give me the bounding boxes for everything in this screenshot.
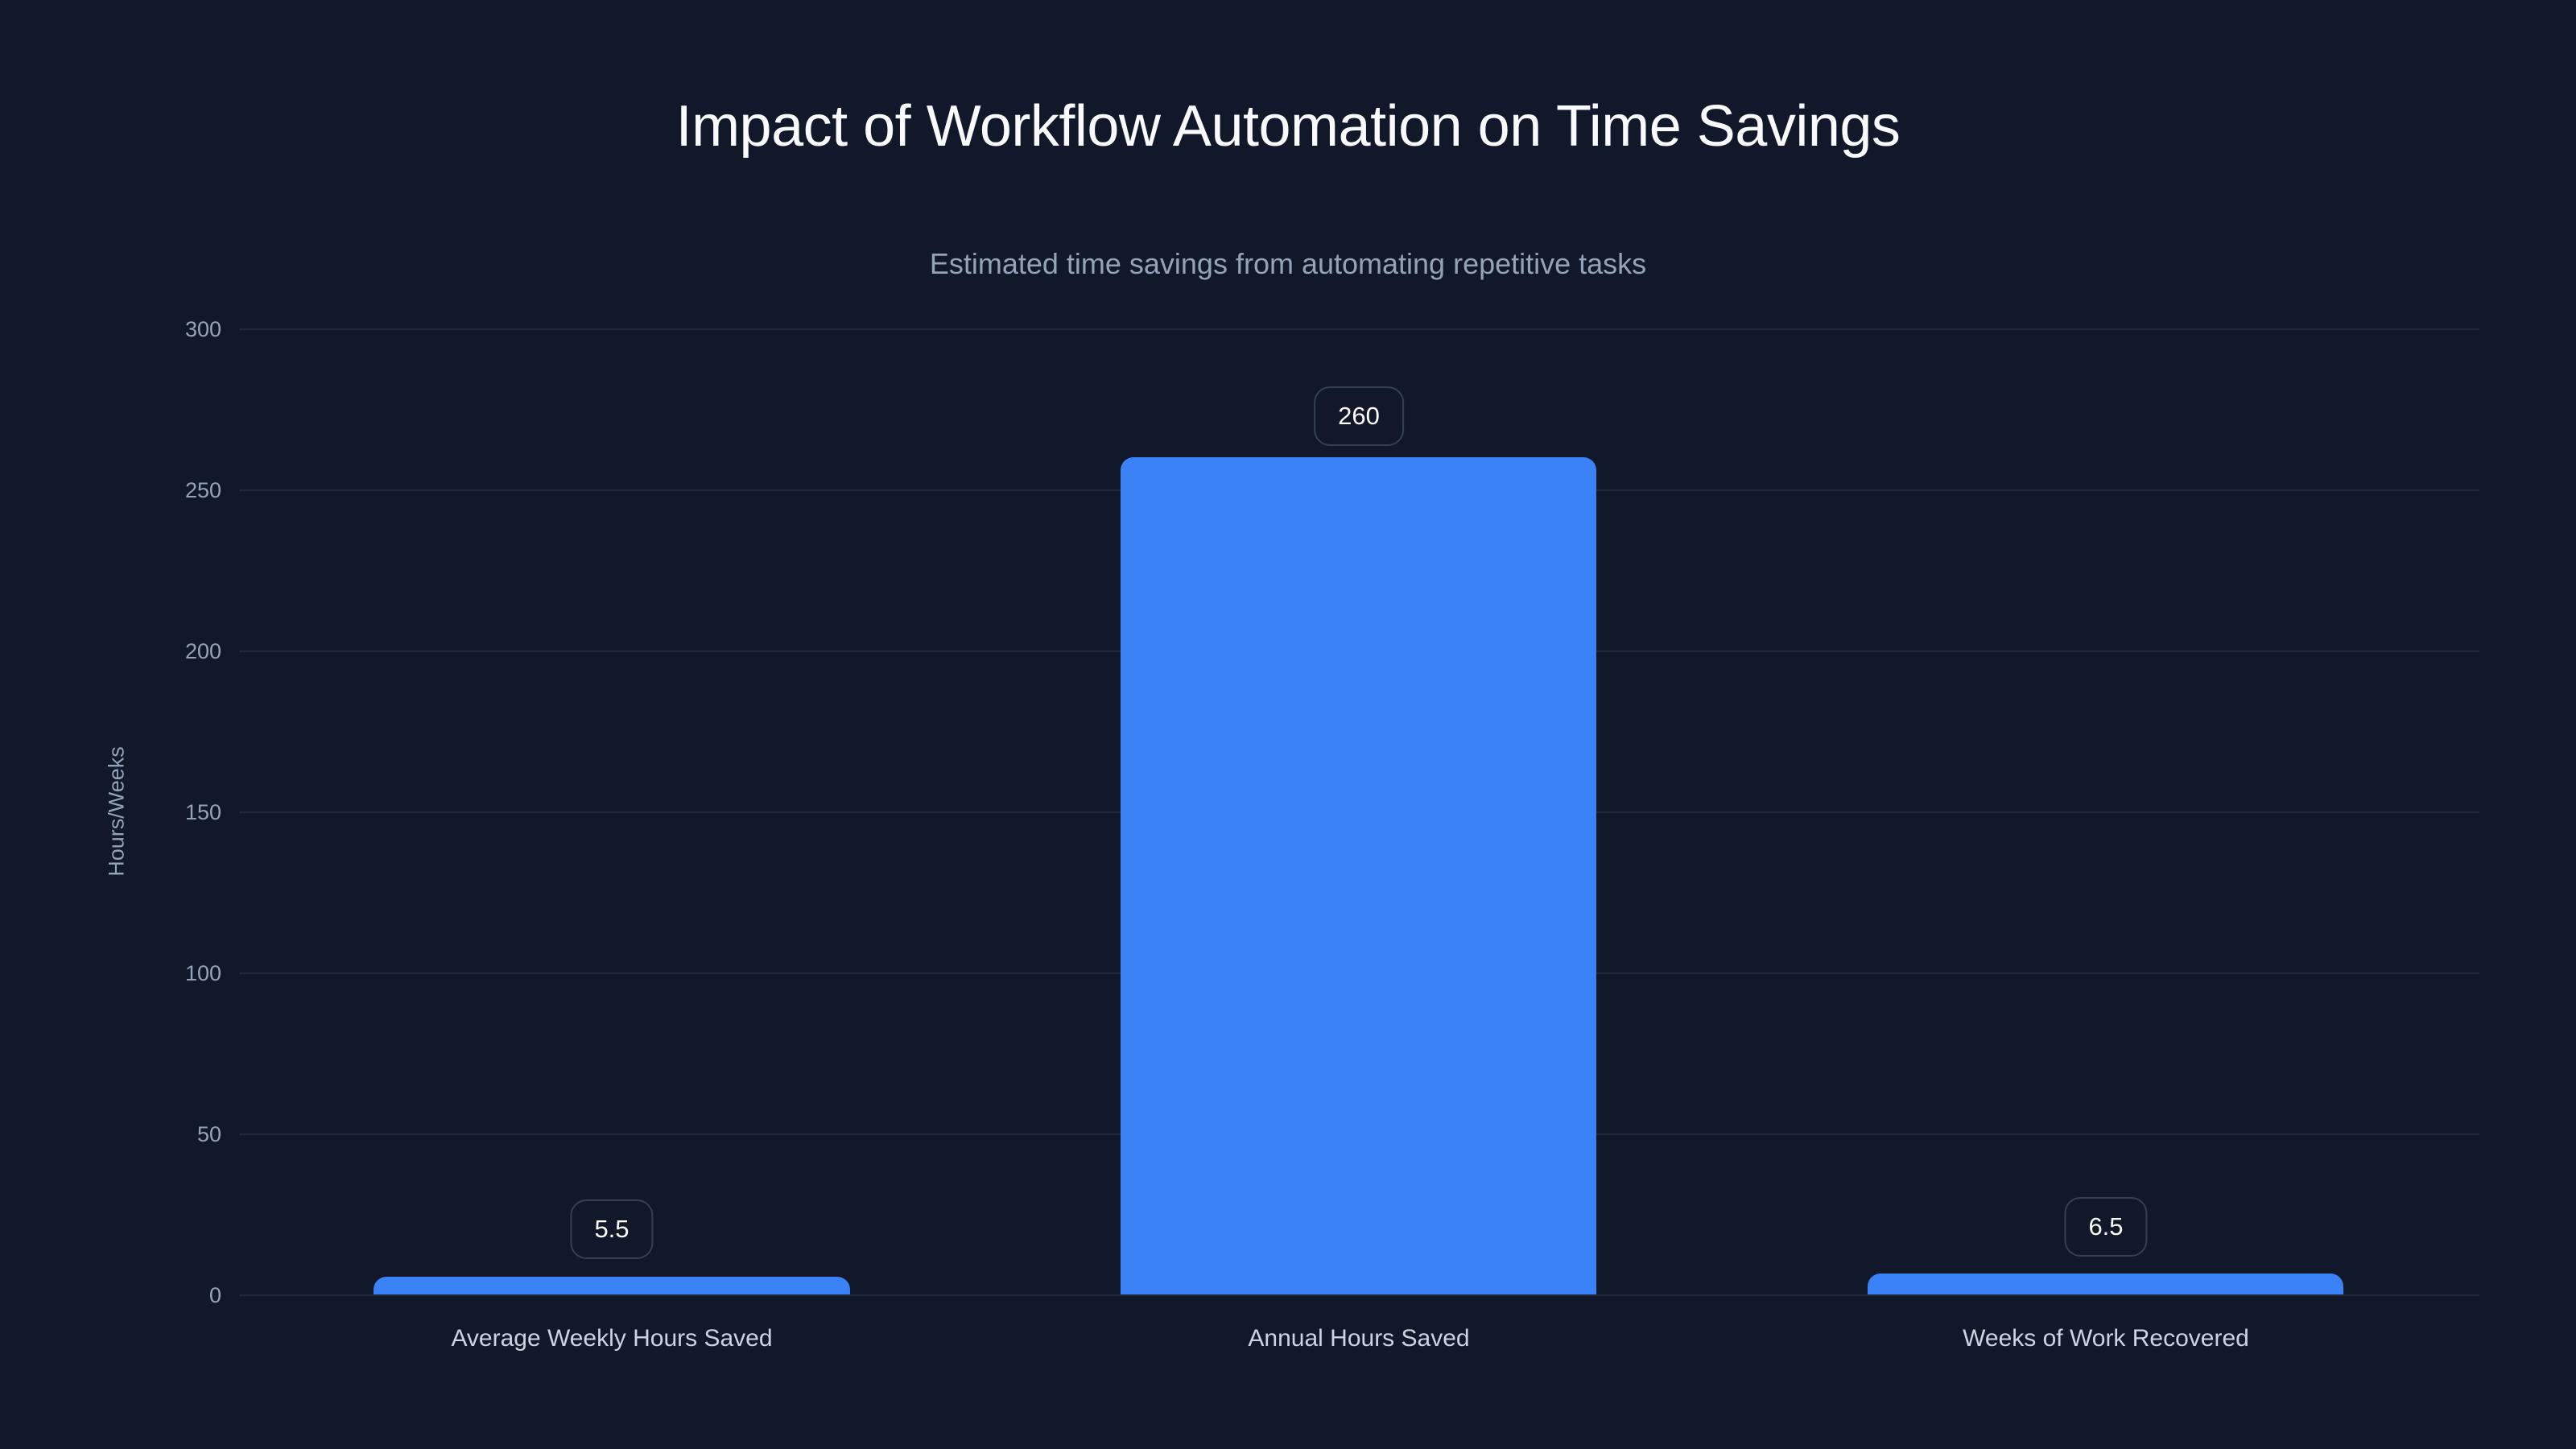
bar-average-weekly-hours-saved[interactable] [374,1277,850,1294]
y-tick-label: 200 [184,639,221,663]
bar-annual-hours-saved[interactable] [1121,457,1596,1294]
gridline-300 [239,328,2479,330]
plot-area: 0 50 100 150 200 250 300 5.5 260 6.5 [185,317,2479,1307]
y-tick-label: 150 [184,800,221,824]
y-tick-label: 300 [184,317,221,341]
chart-subtitle: Estimated time savings from automating r… [929,247,1647,280]
y-tick-label: 50 [196,1122,221,1146]
value-badge: 5.5 [570,1199,654,1259]
x-category-label: Annual Hours Saved [1248,1325,1470,1352]
y-tick-label: 0 [208,1283,221,1307]
gridline-0 [239,1294,2479,1296]
y-tick-label: 100 [184,961,221,985]
value-badge: 260 [1314,386,1404,446]
y-tick-label: 250 [184,478,221,502]
bar-weeks-of-work-recovered[interactable] [1868,1274,2343,1294]
value-badge: 6.5 [2064,1197,2148,1257]
chart-title: Impact of Workflow Automation on Time Sa… [675,94,1901,159]
x-category-label: Average Weekly Hours Saved [451,1325,773,1352]
x-category-label: Weeks of Work Recovered [1963,1325,2249,1352]
